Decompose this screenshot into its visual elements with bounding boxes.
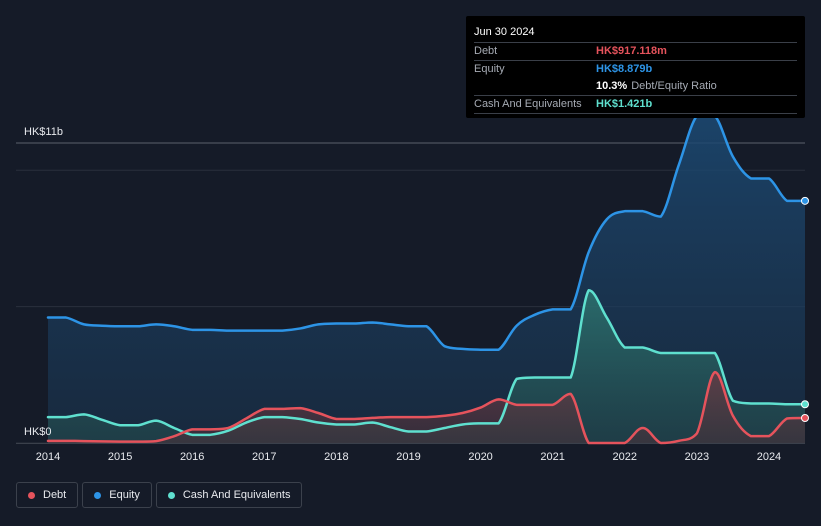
x-tick-2023: 2023 xyxy=(685,451,709,463)
chart-legend: Debt Equity Cash And Equivalents xyxy=(16,482,303,508)
debt-dot-icon xyxy=(28,491,35,499)
legend-cash-label: Cash And Equivalents xyxy=(182,489,291,501)
tooltip-row-debt: Debt HK$917.118m xyxy=(474,43,797,61)
equity-end-dot xyxy=(801,196,809,205)
equity-dot-icon xyxy=(94,491,102,499)
cash-area xyxy=(48,290,805,443)
tooltip-equity-label: Equity xyxy=(474,63,505,75)
debt-line xyxy=(46,370,807,445)
cash-dot-icon xyxy=(167,491,175,499)
tooltip-equity-value: HK$8.879b xyxy=(596,63,653,75)
series-lines xyxy=(46,114,807,445)
x-tick-2017: 2017 xyxy=(252,451,276,463)
tooltip-row-equity: Equity HK$8.879b xyxy=(474,61,797,78)
equity-line xyxy=(46,114,807,351)
legend-item-debt[interactable]: Debt xyxy=(16,482,79,508)
series-end-markers xyxy=(801,196,809,422)
legend-item-cash[interactable]: Cash And Equivalents xyxy=(155,482,303,508)
tooltip-row-cash: Cash And Equivalents HK$1.421b xyxy=(474,96,797,114)
tooltip-ratio-label: Debt/Equity Ratio xyxy=(631,80,717,92)
x-tick-2018: 2018 xyxy=(324,451,348,463)
y-axis-top-label: HK$11b xyxy=(24,126,63,138)
legend-debt-label: Debt xyxy=(43,489,67,501)
debt-end-dot xyxy=(801,413,809,422)
y-axis-bottom-label: HK$0 xyxy=(24,426,52,438)
x-tick-2015: 2015 xyxy=(108,451,132,463)
tooltip-cash-value: HK$1.421b xyxy=(596,98,653,110)
tooltip-debt-value: HK$917.118m xyxy=(596,45,667,57)
x-tick-2016: 2016 xyxy=(180,451,204,463)
data-tooltip: Jun 30 2024 Debt HK$917.118m Equity HK$8… xyxy=(466,16,805,118)
tooltip-date: Jun 30 2024 xyxy=(474,24,797,43)
x-tick-2020: 2020 xyxy=(468,451,492,463)
tooltip-ratio-spacer xyxy=(474,78,596,95)
x-tick-2014: 2014 xyxy=(36,451,60,463)
legend-item-equity[interactable]: Equity xyxy=(82,482,152,508)
cash-line xyxy=(46,289,807,437)
x-tick-2021: 2021 xyxy=(540,451,564,463)
debt-area xyxy=(48,372,805,443)
tooltip-debt-label: Debt xyxy=(474,45,498,57)
x-axis-ticks: 2014 2015 2016 2017 2018 2019 2020 2021 2022 2023… xyxy=(36,451,781,463)
series-areas xyxy=(48,115,805,444)
tooltip-ratio-value: 10.3% xyxy=(596,80,628,92)
tooltip-row-ratio: 10.3% Debt/Equity Ratio xyxy=(474,78,797,96)
tooltip-cash-label: Cash And Equivalents xyxy=(474,98,582,110)
x-tick-2019: 2019 xyxy=(396,451,420,463)
x-tick-2024: 2024 xyxy=(757,451,781,463)
cash-end-dot xyxy=(801,400,809,409)
legend-equity-label: Equity xyxy=(109,489,140,501)
x-tick-2022: 2022 xyxy=(613,451,637,463)
